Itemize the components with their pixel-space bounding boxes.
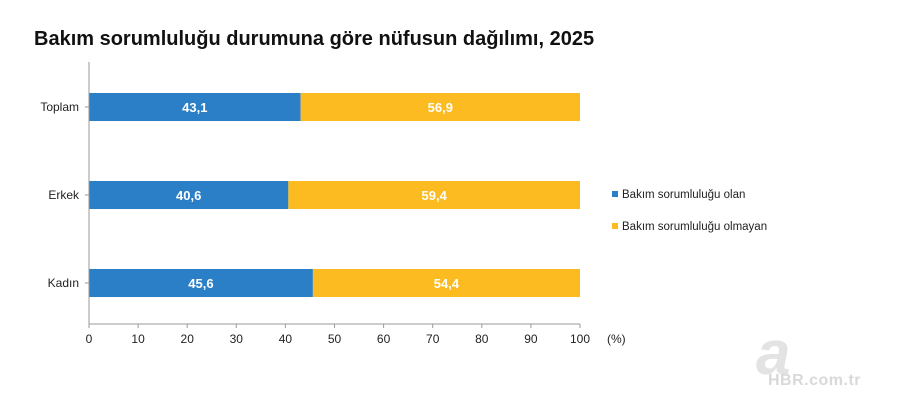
x-tick-label: 40	[279, 332, 293, 346]
hbr-logo-watermark: a	[756, 322, 790, 388]
legend-swatch	[612, 191, 618, 197]
bar-segment	[312, 269, 580, 297]
bar-segment	[89, 181, 289, 209]
x-tick-label: 10	[131, 332, 145, 346]
category-label: Erkek	[48, 188, 80, 202]
bar-segment	[288, 181, 580, 209]
category-label: Toplam	[40, 100, 79, 114]
legend-label: Bakım sorumluluğu olmayan	[622, 221, 767, 233]
data-label: 40,6	[176, 188, 201, 203]
category-label: Kadın	[48, 276, 79, 290]
bar-segment	[89, 93, 301, 121]
x-tick-label: 60	[377, 332, 391, 346]
x-tick-label: 90	[524, 332, 538, 346]
data-label: 59,4	[422, 188, 448, 203]
chart-title: Bakım sorumluluğu durumuna göre nüfusun …	[34, 28, 595, 50]
data-label: 54,4	[434, 276, 460, 291]
legend-label: Bakım sorumluluğu olan	[622, 189, 745, 201]
legend: Bakım sorumluluğu olan Bakım sorumluluğu …	[612, 189, 767, 233]
x-tick-label: 20	[181, 332, 195, 346]
watermark-text: HBR.com.tr	[768, 372, 862, 389]
x-tick-label: 70	[426, 332, 440, 346]
x-tick-label: 50	[328, 332, 342, 346]
bars-layer: 43,1 56,9 40,6 59,4 45,6 54,4	[89, 93, 580, 297]
bar-segment	[89, 269, 313, 297]
x-tick-label: 0	[86, 332, 93, 346]
legend-swatch	[612, 223, 618, 229]
bar-segment	[300, 93, 580, 121]
x-tick-label: 80	[475, 332, 489, 346]
x-axis-unit: (%)	[607, 332, 626, 346]
data-label: 45,6	[188, 276, 213, 291]
logo-letter: a	[756, 322, 790, 388]
data-label: 56,9	[428, 100, 453, 115]
x-axis: 0 10 20 30 40 50 60 70 80 90 100 (%) Toplam Erkek Kadı…	[40, 62, 626, 346]
x-tick-label: 30	[230, 332, 244, 346]
data-label: 43,1	[182, 100, 207, 115]
x-tick-label: 100	[570, 332, 590, 346]
